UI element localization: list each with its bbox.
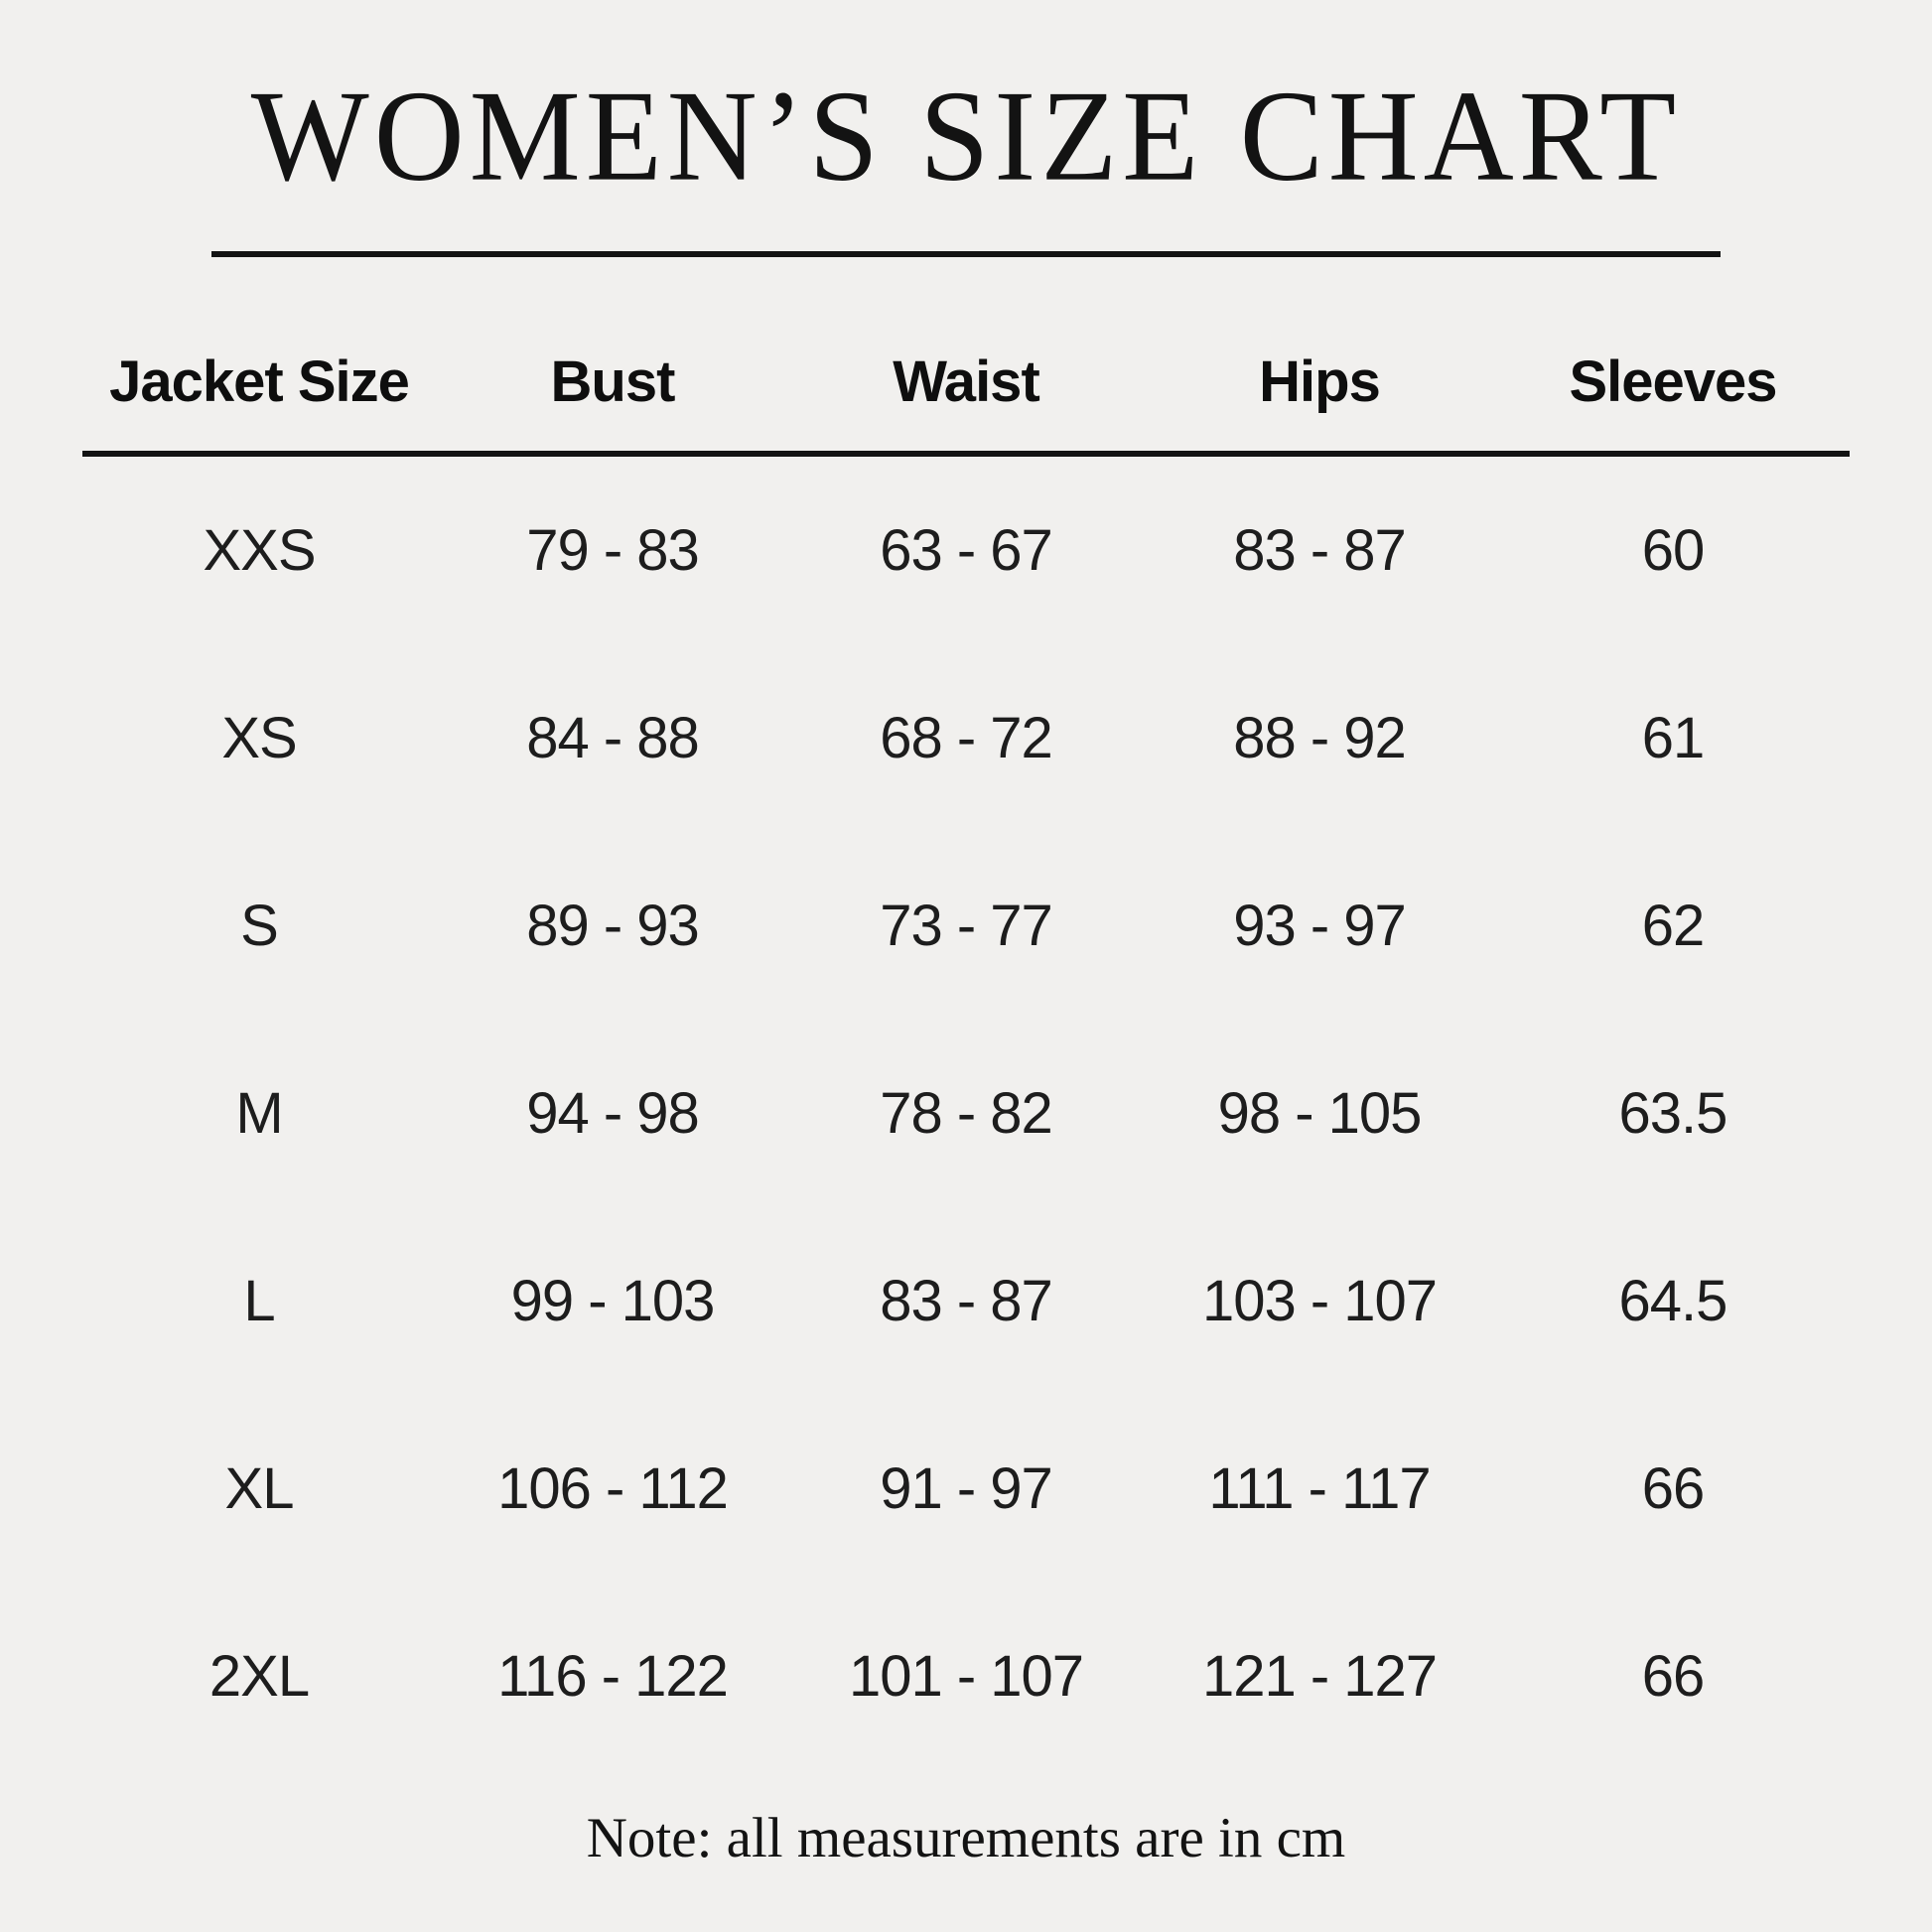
table-cell: 99 - 103 bbox=[510, 1269, 716, 1333]
table-cell: 68 - 72 bbox=[880, 706, 1053, 770]
table-cell: 63.5 bbox=[1618, 1081, 1728, 1146]
table-cell: XXS bbox=[203, 518, 316, 583]
table-cell: 79 - 83 bbox=[526, 518, 700, 583]
table-cell: 83 - 87 bbox=[880, 1269, 1053, 1333]
table-cell: 66 bbox=[1641, 1456, 1706, 1521]
table-cell: 111 - 117 bbox=[1208, 1456, 1431, 1521]
table-cell: 64.5 bbox=[1618, 1269, 1728, 1333]
table-cell: 62 bbox=[1641, 894, 1706, 958]
table-cell: 60 bbox=[1641, 518, 1706, 583]
table-cell: 84 - 88 bbox=[526, 706, 700, 770]
table-cell: 91 - 97 bbox=[880, 1456, 1053, 1521]
table-cell: 103 - 107 bbox=[1201, 1269, 1438, 1333]
table-cell: 2XL bbox=[208, 1644, 310, 1709]
table-cell: L bbox=[243, 1269, 275, 1333]
table-cell: 61 bbox=[1641, 706, 1706, 770]
table-row: M 94 - 98 78 - 82 98 - 105 63.5 bbox=[82, 1020, 1850, 1207]
table-cell: 93 - 97 bbox=[1233, 894, 1407, 958]
table-cell: 66 bbox=[1641, 1644, 1706, 1709]
measurement-note: Note: all measurements are in cm bbox=[586, 1807, 1346, 1869]
table-cell: 89 - 93 bbox=[526, 894, 700, 958]
size-chart-table: Jacket Size Bust Waist Hips Sleeves XXS 7… bbox=[82, 257, 1850, 1770]
title-divider bbox=[211, 251, 1721, 257]
column-header-bust: Bust bbox=[436, 257, 789, 457]
table-cell: XL bbox=[224, 1456, 295, 1521]
table-cell: 116 - 122 bbox=[497, 1644, 729, 1709]
table-cell: 121 - 127 bbox=[1201, 1644, 1438, 1709]
column-header-waist: Waist bbox=[789, 257, 1143, 457]
column-header-sleeves: Sleeves bbox=[1496, 257, 1850, 457]
table-cell: 101 - 107 bbox=[848, 1644, 1084, 1709]
table-cell: 94 - 98 bbox=[526, 1081, 700, 1146]
table-row: XL 106 - 112 91 - 97 111 - 117 66 bbox=[82, 1395, 1850, 1583]
table-header-row: Jacket Size Bust Waist Hips Sleeves bbox=[82, 257, 1850, 457]
table-row: 2XL 116 - 122 101 - 107 121 - 127 66 bbox=[82, 1583, 1850, 1770]
table-row: XXS 79 - 83 63 - 67 83 - 87 60 bbox=[82, 454, 1850, 644]
table-cell: S bbox=[240, 894, 279, 958]
table-cell: XS bbox=[221, 706, 297, 770]
table-cell: 83 - 87 bbox=[1233, 518, 1407, 583]
table-row: L 99 - 103 83 - 87 103 - 107 64.5 bbox=[82, 1207, 1850, 1395]
table-cell: 106 - 112 bbox=[497, 1456, 729, 1521]
table-cell: 73 - 77 bbox=[880, 894, 1053, 958]
table-row: S 89 - 93 73 - 77 93 - 97 62 bbox=[82, 832, 1850, 1020]
table-row: XS 84 - 88 68 - 72 88 - 92 61 bbox=[82, 644, 1850, 832]
table-cell: 78 - 82 bbox=[880, 1081, 1053, 1146]
table-cell: 88 - 92 bbox=[1233, 706, 1407, 770]
table-cell: 98 - 105 bbox=[1217, 1081, 1423, 1146]
column-header-jacket-size: Jacket Size bbox=[82, 257, 436, 457]
table-cell: 63 - 67 bbox=[880, 518, 1053, 583]
page-title: WOMEN’S SIZE CHART bbox=[250, 65, 1682, 208]
column-header-hips: Hips bbox=[1143, 257, 1496, 457]
table-cell: M bbox=[235, 1081, 283, 1146]
table-body: XXS 79 - 83 63 - 67 83 - 87 60 XS 84 - 88 68 - … bbox=[82, 454, 1850, 1770]
